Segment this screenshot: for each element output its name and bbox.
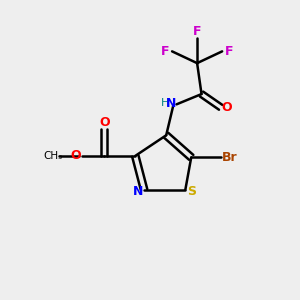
- Text: O: O: [221, 101, 232, 114]
- Text: O: O: [99, 116, 110, 129]
- Text: F: F: [161, 45, 170, 58]
- Text: F: F: [193, 25, 201, 38]
- Text: N: N: [166, 97, 177, 110]
- Text: Br: Br: [222, 151, 237, 164]
- Text: N: N: [133, 185, 143, 198]
- Text: H: H: [160, 98, 169, 108]
- Text: F: F: [225, 45, 233, 58]
- Text: CH₃: CH₃: [43, 151, 62, 161]
- Text: O: O: [70, 149, 81, 162]
- Text: S: S: [187, 185, 196, 198]
